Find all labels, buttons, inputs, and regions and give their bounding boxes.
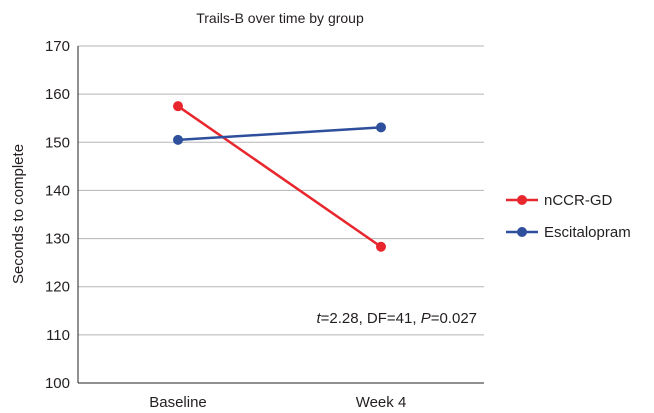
annot-p-value: =0.027 — [431, 310, 477, 327]
x-tick-label: Week 4 — [356, 394, 407, 411]
y-tick-label: 170 — [45, 38, 70, 55]
x-tick-label: Baseline — [149, 394, 207, 411]
data-point — [376, 122, 386, 133]
y-tick-label: 150 — [45, 134, 70, 151]
data-point — [173, 134, 183, 145]
y-axis-title: Seconds to complete — [10, 144, 27, 284]
y-tick-label: 140 — [45, 182, 70, 199]
y-tick-label: 130 — [45, 231, 70, 248]
axes — [77, 46, 484, 384]
legend-swatch-marker — [517, 227, 527, 237]
y-tick-label: 120 — [45, 279, 70, 296]
annot-p-label: P — [421, 310, 431, 327]
chart-title: Trails-B over time by group — [196, 10, 364, 26]
y-tick-label: 100 — [45, 375, 70, 392]
stats-annotation: t=2.28, DF=41, P=0.027 — [316, 310, 477, 327]
data-point — [376, 241, 386, 252]
legend: nCCR-GD Escitalopram — [506, 192, 631, 241]
legend-label: Escitalopram — [544, 224, 631, 241]
annot-t-label: t — [316, 310, 321, 327]
series-line — [177, 126, 382, 142]
annot-t-value: =2.28, DF=41, — [321, 310, 421, 327]
y-tick-label: 110 — [46, 327, 70, 344]
legend-swatch-marker — [517, 195, 527, 205]
series-lines — [173, 101, 386, 252]
x-tick-labels: Baseline Week 4 — [149, 394, 406, 411]
gridlines — [78, 45, 484, 336]
y-tick-labels: 100 110 120 130 140 150 160 170 — [45, 38, 70, 392]
legend-label: nCCR-GD — [544, 192, 613, 209]
data-point — [173, 101, 183, 112]
y-tick-label: 160 — [45, 86, 70, 103]
series-line — [177, 105, 382, 248]
